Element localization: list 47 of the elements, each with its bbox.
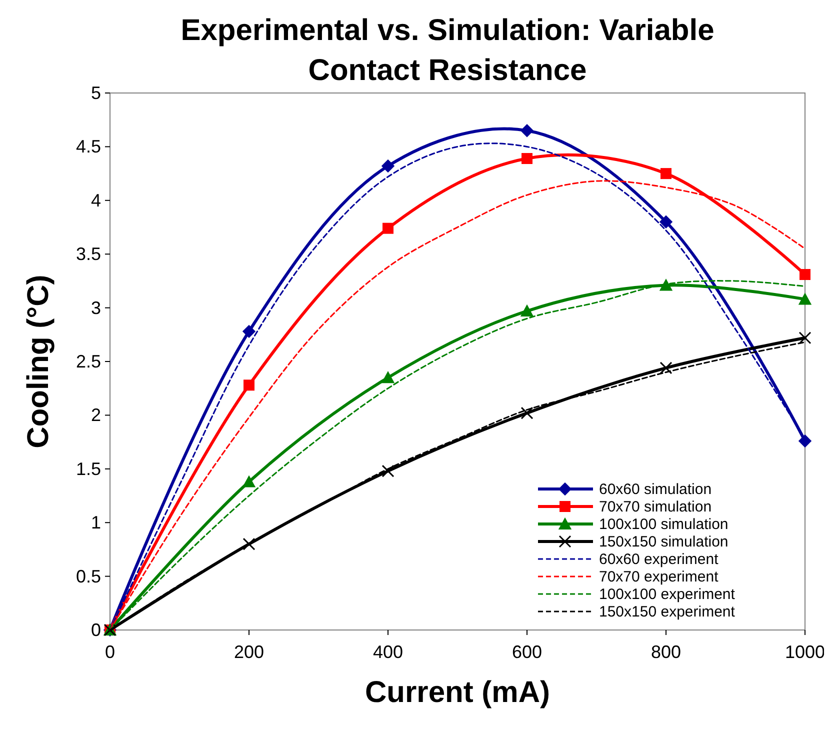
x-tick-label: 200 bbox=[234, 642, 264, 662]
y-tick-label: 1.5 bbox=[76, 458, 101, 479]
legend-label: 150x150 experiment bbox=[599, 604, 736, 620]
point bbox=[242, 538, 256, 550]
point bbox=[660, 362, 672, 374]
y-tick-label: 0.5 bbox=[76, 566, 101, 586]
x-tick-label: 0 bbox=[104, 642, 116, 662]
point bbox=[520, 406, 534, 420]
legend-label: 100x100 simulation bbox=[599, 516, 728, 533]
legend-label: 70x70 simulation bbox=[599, 498, 712, 516]
point bbox=[382, 222, 394, 234]
point bbox=[244, 380, 254, 391]
x-tick-label: 800 bbox=[650, 642, 682, 662]
x-tick-label: 400 bbox=[372, 642, 404, 662]
x-tick-label: 1000 bbox=[784, 642, 826, 662]
point bbox=[660, 168, 672, 180]
point bbox=[382, 464, 394, 478]
y-tick-label: 2.5 bbox=[76, 352, 101, 372]
y-tick-label: 0 bbox=[90, 620, 101, 640]
legend-label: 100x100 experiment bbox=[599, 586, 736, 603]
point bbox=[520, 304, 534, 317]
point bbox=[381, 159, 395, 173]
point bbox=[800, 269, 810, 280]
chart-title: Experimental vs. Simulation: Variable Contact Resistance bbox=[180, 14, 714, 87]
y-tick-label: 2 bbox=[90, 405, 101, 426]
legend-label: 60x60 experiment bbox=[599, 551, 720, 568]
x-axis-title: Current (mA) bbox=[365, 676, 550, 709]
y-tick-label: 1 bbox=[90, 512, 101, 533]
point bbox=[798, 292, 812, 305]
legend-label: 150x150 simulation bbox=[599, 534, 728, 550]
legend-label: 60x60 simulation bbox=[599, 481, 712, 498]
point bbox=[242, 475, 256, 488]
point bbox=[798, 332, 812, 344]
point bbox=[520, 124, 534, 138]
point bbox=[659, 215, 673, 228]
y-axis-title: Cooling (°C) bbox=[22, 274, 55, 448]
y-tick-label: 4 bbox=[90, 190, 101, 210]
legend-label: 70x70 experiment bbox=[599, 568, 720, 586]
point bbox=[522, 153, 532, 164]
y-tick-label: 3 bbox=[90, 298, 101, 318]
y-tick-label: 5 bbox=[90, 83, 101, 103]
x-tick-label: 600 bbox=[512, 642, 542, 662]
y-tick-label: 3.5 bbox=[76, 244, 101, 264]
point bbox=[798, 434, 812, 448]
point bbox=[381, 371, 395, 384]
y-tick-label: 4.5 bbox=[76, 136, 101, 157]
point bbox=[242, 324, 256, 338]
